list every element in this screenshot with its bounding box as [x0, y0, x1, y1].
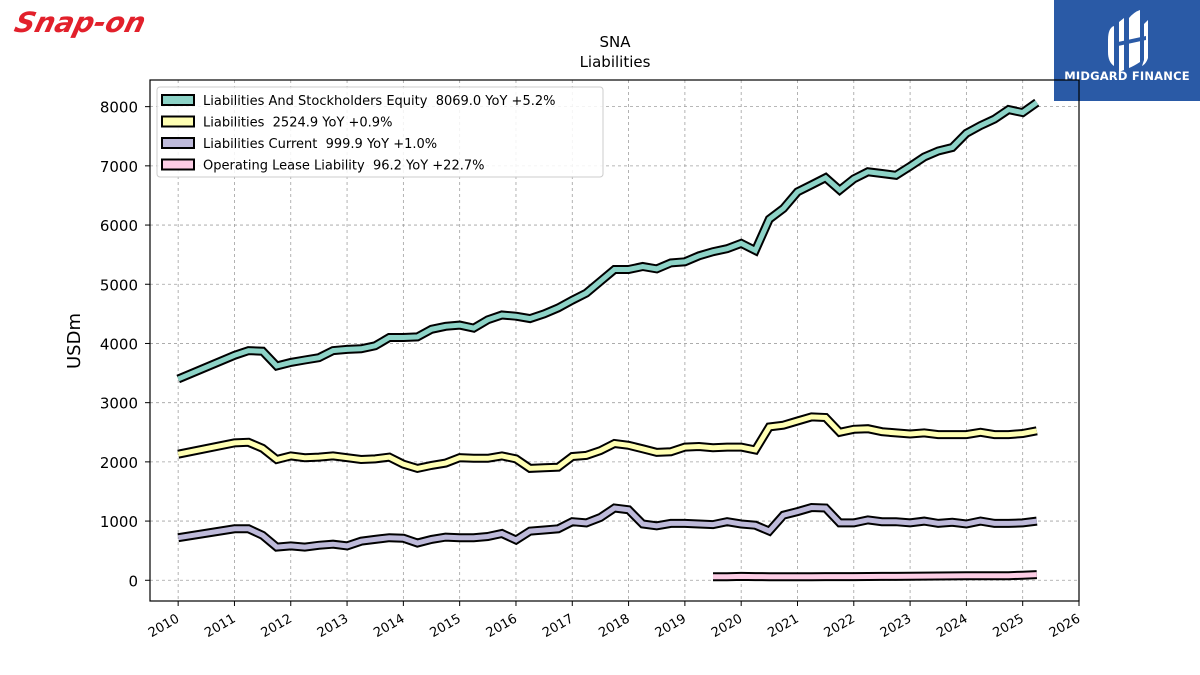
x-tick-label: 2011 — [202, 611, 238, 641]
x-tick-label: 2022 — [822, 611, 858, 641]
legend: Liabilities And Stockholders Equity 8069… — [156, 86, 604, 178]
plot-frame — [149, 79, 1080, 602]
chart-subtitle: Liabilities — [580, 53, 651, 71]
legend-swatch — [161, 115, 195, 128]
series-lines — [176, 98, 1040, 582]
series-line-outline — [177, 412, 1038, 474]
legend-label: Operating Lease Liability 96.2 YoY +22.7… — [203, 159, 484, 174]
snap-on-logo: Snap-on — [8, 4, 183, 44]
axes: 0 1000 2000 3000 4000 5000 6000 7000 8000 2010 201… — [100, 99, 1083, 641]
y-tick-label: 5000 — [100, 276, 138, 294]
legend-swatch — [161, 94, 195, 106]
x-tick-label: 2012 — [259, 611, 295, 641]
x-tick-label: 2015 — [428, 611, 464, 641]
midgard-finance-logo: MIDGARD FINANCE — [1054, 0, 1200, 101]
snap-on-logo-text: Snap-on — [11, 6, 149, 38]
legend-label: Liabilities And Stockholders Equity 8069… — [203, 94, 555, 109]
midgard-emblem-icon — [1108, 10, 1148, 72]
snap-on-logo-mark: Snap-on — [11, 6, 149, 38]
legend-swatch — [161, 158, 195, 171]
chart-title: SNA — [599, 33, 631, 51]
x-tick-label: 2026 — [1047, 611, 1083, 641]
y-axis-label: USDm — [64, 313, 85, 369]
y-tick-label: 2000 — [100, 454, 138, 472]
y-tick-label: 8000 — [100, 99, 138, 117]
x-tick-label: 2023 — [878, 611, 914, 641]
x-tick-label: 2018 — [596, 611, 632, 641]
series-line-4 — [713, 572, 1037, 580]
legend-label: Liabilities Current 999.9 YoY +1.0% — [203, 137, 437, 152]
y-tick-label: 1000 — [100, 513, 138, 531]
y-tick-label: 3000 — [100, 395, 138, 413]
x-tick-label: 2010 — [146, 611, 182, 641]
x-tick-label: 2017 — [540, 611, 576, 641]
legend-swatch — [161, 137, 195, 149]
x-tick-label: 2020 — [709, 611, 745, 641]
legend-label: Liabilities 2524.9 YoY +0.9% — [203, 116, 392, 131]
series-line-2 — [177, 414, 1038, 471]
midgard-finance-text: MIDGARD FINANCE — [1064, 69, 1190, 83]
x-tick-label: 2025 — [991, 611, 1027, 641]
x-tick-label: 2013 — [315, 611, 351, 641]
series-line-1 — [177, 100, 1039, 382]
y-tick-label: 6000 — [100, 217, 138, 235]
legend-box — [156, 86, 604, 178]
y-tick-label: 7000 — [100, 158, 138, 176]
x-tick-label: 2021 — [765, 611, 801, 641]
x-tick-label: 2014 — [371, 611, 407, 641]
series-line-3 — [177, 504, 1038, 550]
y-tick-label: 0 — [128, 572, 138, 590]
x-tick-label: 2019 — [653, 611, 689, 641]
x-tick-label: 2016 — [484, 611, 520, 641]
x-tick-label: 2024 — [934, 611, 970, 641]
y-tick-label: 4000 — [100, 335, 138, 353]
